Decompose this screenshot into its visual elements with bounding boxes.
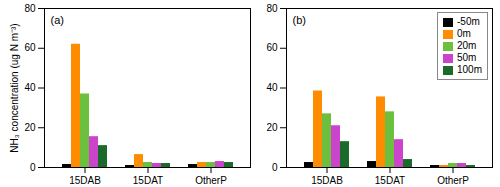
svg-text:0: 0: [272, 162, 278, 173]
html-text:50m: 50m: [457, 52, 477, 63]
svg-text:15DAB: 15DAB: [311, 175, 343, 186]
svg-text:20: 20: [24, 122, 36, 133]
svg-text:0: 0: [30, 162, 36, 173]
svg-text:15DAT: 15DAT: [375, 175, 405, 186]
html-text:20m: 20m: [457, 40, 477, 51]
svg-text:(a): (a): [51, 14, 64, 26]
html-text:100m: 100m: [457, 64, 482, 75]
html-text:-50m: -50m: [457, 16, 480, 27]
svg-text:60: 60: [266, 42, 278, 53]
svg-text:20: 20: [266, 122, 278, 133]
html-text:0m: 0m: [457, 28, 471, 39]
svg-text:15DAT: 15DAT: [133, 175, 163, 186]
svg-text:NH₃ concentration (ug N m⁻³): NH₃ concentration (ug N m⁻³): [9, 23, 20, 152]
svg-text:15DAB: 15DAB: [69, 175, 101, 186]
svg-text:(b): (b): [293, 14, 306, 26]
svg-text:40: 40: [24, 82, 36, 93]
svg-text:40: 40: [266, 82, 278, 93]
svg-text:OtherP: OtherP: [195, 175, 227, 186]
svg-text:OtherP: OtherP: [437, 175, 469, 186]
svg-text:80: 80: [24, 3, 36, 14]
svg-text:80: 80: [266, 3, 278, 14]
svg-text:60: 60: [24, 42, 36, 53]
